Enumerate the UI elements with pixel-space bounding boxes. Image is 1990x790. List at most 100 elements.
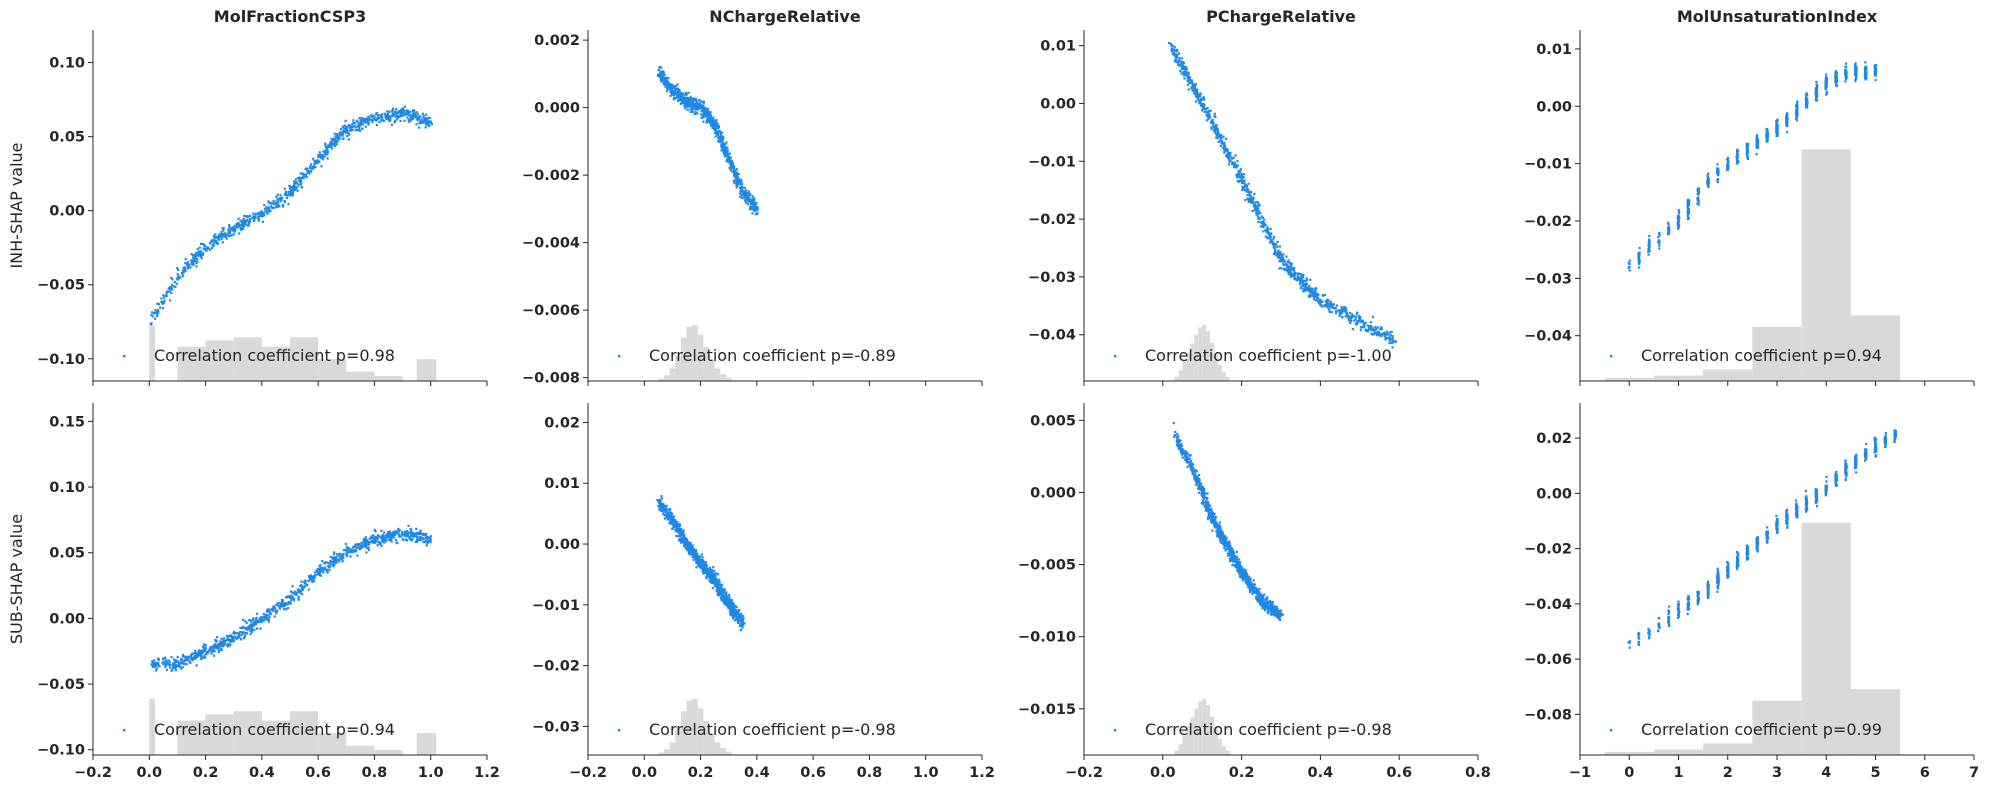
y-tick-label: 0.00: [49, 611, 85, 627]
data-point: [199, 242, 203, 246]
data-point: [299, 590, 302, 594]
data-point: [1393, 340, 1396, 343]
y-tick-label: −0.02: [1524, 214, 1572, 230]
y-tick-label: −0.01: [1524, 157, 1572, 173]
data-point: [1172, 49, 1175, 52]
data-point: [1293, 271, 1296, 274]
data-point: [753, 205, 757, 208]
data-point: [694, 97, 697, 101]
hist-bar: [261, 720, 290, 755]
data-point: [751, 212, 754, 215]
data-point: [376, 116, 379, 119]
data-point: [394, 115, 397, 118]
data-point: [171, 287, 174, 290]
data-point: [284, 603, 287, 606]
data-point: [752, 208, 755, 212]
data-point: [165, 290, 168, 293]
data-point: [406, 530, 409, 533]
data-point: [1213, 115, 1216, 118]
data-point: [1278, 267, 1281, 270]
data-point: [358, 129, 362, 132]
data-point: [180, 660, 183, 664]
data-point: [409, 110, 412, 113]
data-point: [1765, 139, 1768, 142]
data-point: [1735, 162, 1738, 165]
data-point: [736, 174, 739, 177]
data-point: [1726, 162, 1730, 165]
data-point: [1806, 94, 1809, 97]
data-point: [198, 652, 201, 655]
data-point: [1648, 234, 1651, 238]
data-point: [315, 570, 318, 573]
x-tick-label: −0.2: [74, 765, 112, 781]
data-point: [1796, 106, 1799, 109]
data-point: [1835, 80, 1838, 83]
data-point: [1175, 58, 1178, 61]
data-point: [1358, 317, 1361, 320]
data-point: [1707, 185, 1710, 189]
data-point: [1717, 168, 1720, 171]
data-point: [275, 604, 278, 607]
data-point: [296, 185, 299, 188]
data-point: [741, 190, 745, 193]
data-point: [348, 133, 351, 136]
data-point: [1264, 223, 1267, 227]
data-point: [1347, 316, 1350, 319]
data-point: [1331, 304, 1334, 307]
data-point: [369, 118, 372, 121]
data-point: [329, 144, 332, 147]
data-point: [239, 228, 242, 231]
data-point: [335, 136, 338, 139]
data-point: [282, 608, 286, 611]
data-point: [706, 118, 709, 121]
data-point: [370, 536, 373, 540]
data-point: [1677, 221, 1680, 224]
data-point: [422, 540, 425, 543]
data-point: [364, 542, 367, 546]
data-point: [1193, 89, 1196, 92]
data-point: [697, 99, 701, 102]
hist-bar: [149, 324, 155, 381]
data-point: [296, 189, 299, 192]
data-point: [261, 213, 264, 216]
data-point: [1245, 186, 1248, 189]
data-point: [1228, 157, 1231, 160]
data-point: [366, 547, 369, 550]
data-point: [399, 119, 402, 123]
data-point: [713, 124, 716, 127]
data-point: [252, 212, 255, 215]
data-point: [731, 601, 734, 604]
data-point: [1183, 65, 1186, 68]
data-point: [1765, 132, 1768, 135]
data-point: [402, 538, 405, 541]
data-point: [1184, 74, 1188, 77]
data-point: [428, 124, 431, 128]
data-point: [427, 121, 430, 124]
data-point: [247, 625, 250, 628]
data-point: [400, 532, 404, 535]
data-point: [1786, 115, 1789, 119]
data-point: [679, 92, 682, 96]
y-tick-label: 0.05: [49, 130, 85, 146]
data-point: [1378, 332, 1381, 336]
data-point: [318, 151, 321, 154]
data-point: [1240, 174, 1244, 177]
data-point: [1373, 331, 1376, 334]
data-point: [1232, 163, 1235, 166]
data-point: [391, 115, 394, 118]
data-point: [298, 588, 301, 591]
data-point: [1824, 82, 1828, 85]
data-point: [1247, 198, 1250, 202]
scatter-points: [656, 66, 759, 216]
data-point: [1374, 328, 1378, 331]
data-point: [1658, 232, 1661, 236]
hist-bar: [1202, 324, 1207, 381]
data-point: [1844, 73, 1848, 77]
data-point: [307, 588, 310, 591]
data-point: [1814, 92, 1817, 95]
data-point: [183, 659, 186, 663]
data-point: [1191, 85, 1194, 88]
data-point: [370, 539, 374, 542]
data-point: [1247, 197, 1251, 200]
data-point: [246, 628, 249, 631]
